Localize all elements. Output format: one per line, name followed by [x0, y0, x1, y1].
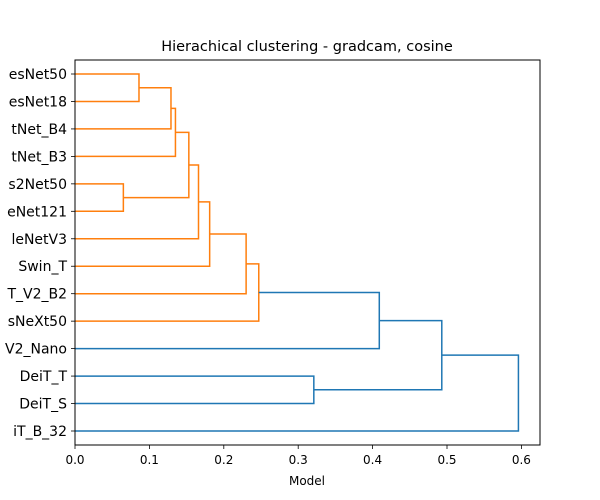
dendrogram-link — [75, 183, 125, 213]
x-tick-label: 0.3 — [289, 453, 308, 467]
dendrogram-link — [75, 233, 247, 295]
leaf-label: eNet121 — [7, 204, 67, 220]
x-tick-label: 0.4 — [363, 453, 382, 467]
x-tick-label: 0.2 — [214, 453, 233, 467]
dendrogram-link — [75, 375, 315, 405]
leaf-label: DeiT_T — [20, 369, 68, 385]
dendrogram-link — [75, 86, 172, 130]
dendrogram-links — [75, 73, 520, 432]
dendrogram-link — [75, 73, 140, 103]
leaf-label: sNeXt50 — [8, 314, 67, 330]
dendrogram-link — [313, 319, 443, 391]
leaf-label: tNet_B4 — [11, 122, 67, 138]
leaf-label: s2Net50 — [8, 177, 67, 193]
leaf-label: esNet18 — [9, 94, 67, 110]
x-axis-ticks: 0.0 0.1 0.2 0.3 0.4 0.5 0.6 — [65, 445, 531, 467]
leaf-label: T_V2_B2 — [6, 287, 67, 303]
plot-frame — [74, 59, 541, 446]
chart-title: Hierachical clustering - gradcam, cosine — [161, 39, 453, 55]
x-tick-label: 0.1 — [140, 453, 159, 467]
leaf-label: Swin_T — [18, 259, 67, 275]
leaf-label: DeiT_S — [19, 397, 67, 413]
x-tick-label: 0.6 — [512, 453, 531, 467]
dendrogram-link — [75, 263, 260, 322]
leaf-label: iT_B_32 — [13, 424, 67, 440]
dendrogram-link — [75, 164, 200, 240]
x-tick-label: 0.0 — [65, 453, 84, 467]
x-axis-label: Model — [289, 474, 325, 488]
leaf-label: esNet50 — [9, 67, 67, 83]
leaf-label: tNet_B3 — [11, 149, 67, 165]
dendrogram-link — [123, 131, 190, 199]
x-tick-label: 0.5 — [437, 453, 456, 467]
leaf-label: leNetV3 — [11, 232, 67, 248]
dendrogram-link — [75, 354, 520, 432]
leaf-labels: esNet50 esNet18 tNet_B4 tNet_B3 s2Net50 eNet1… — [5, 67, 75, 440]
dendrogram-link — [75, 107, 177, 158]
leaf-label: V2_Nano — [5, 342, 67, 358]
